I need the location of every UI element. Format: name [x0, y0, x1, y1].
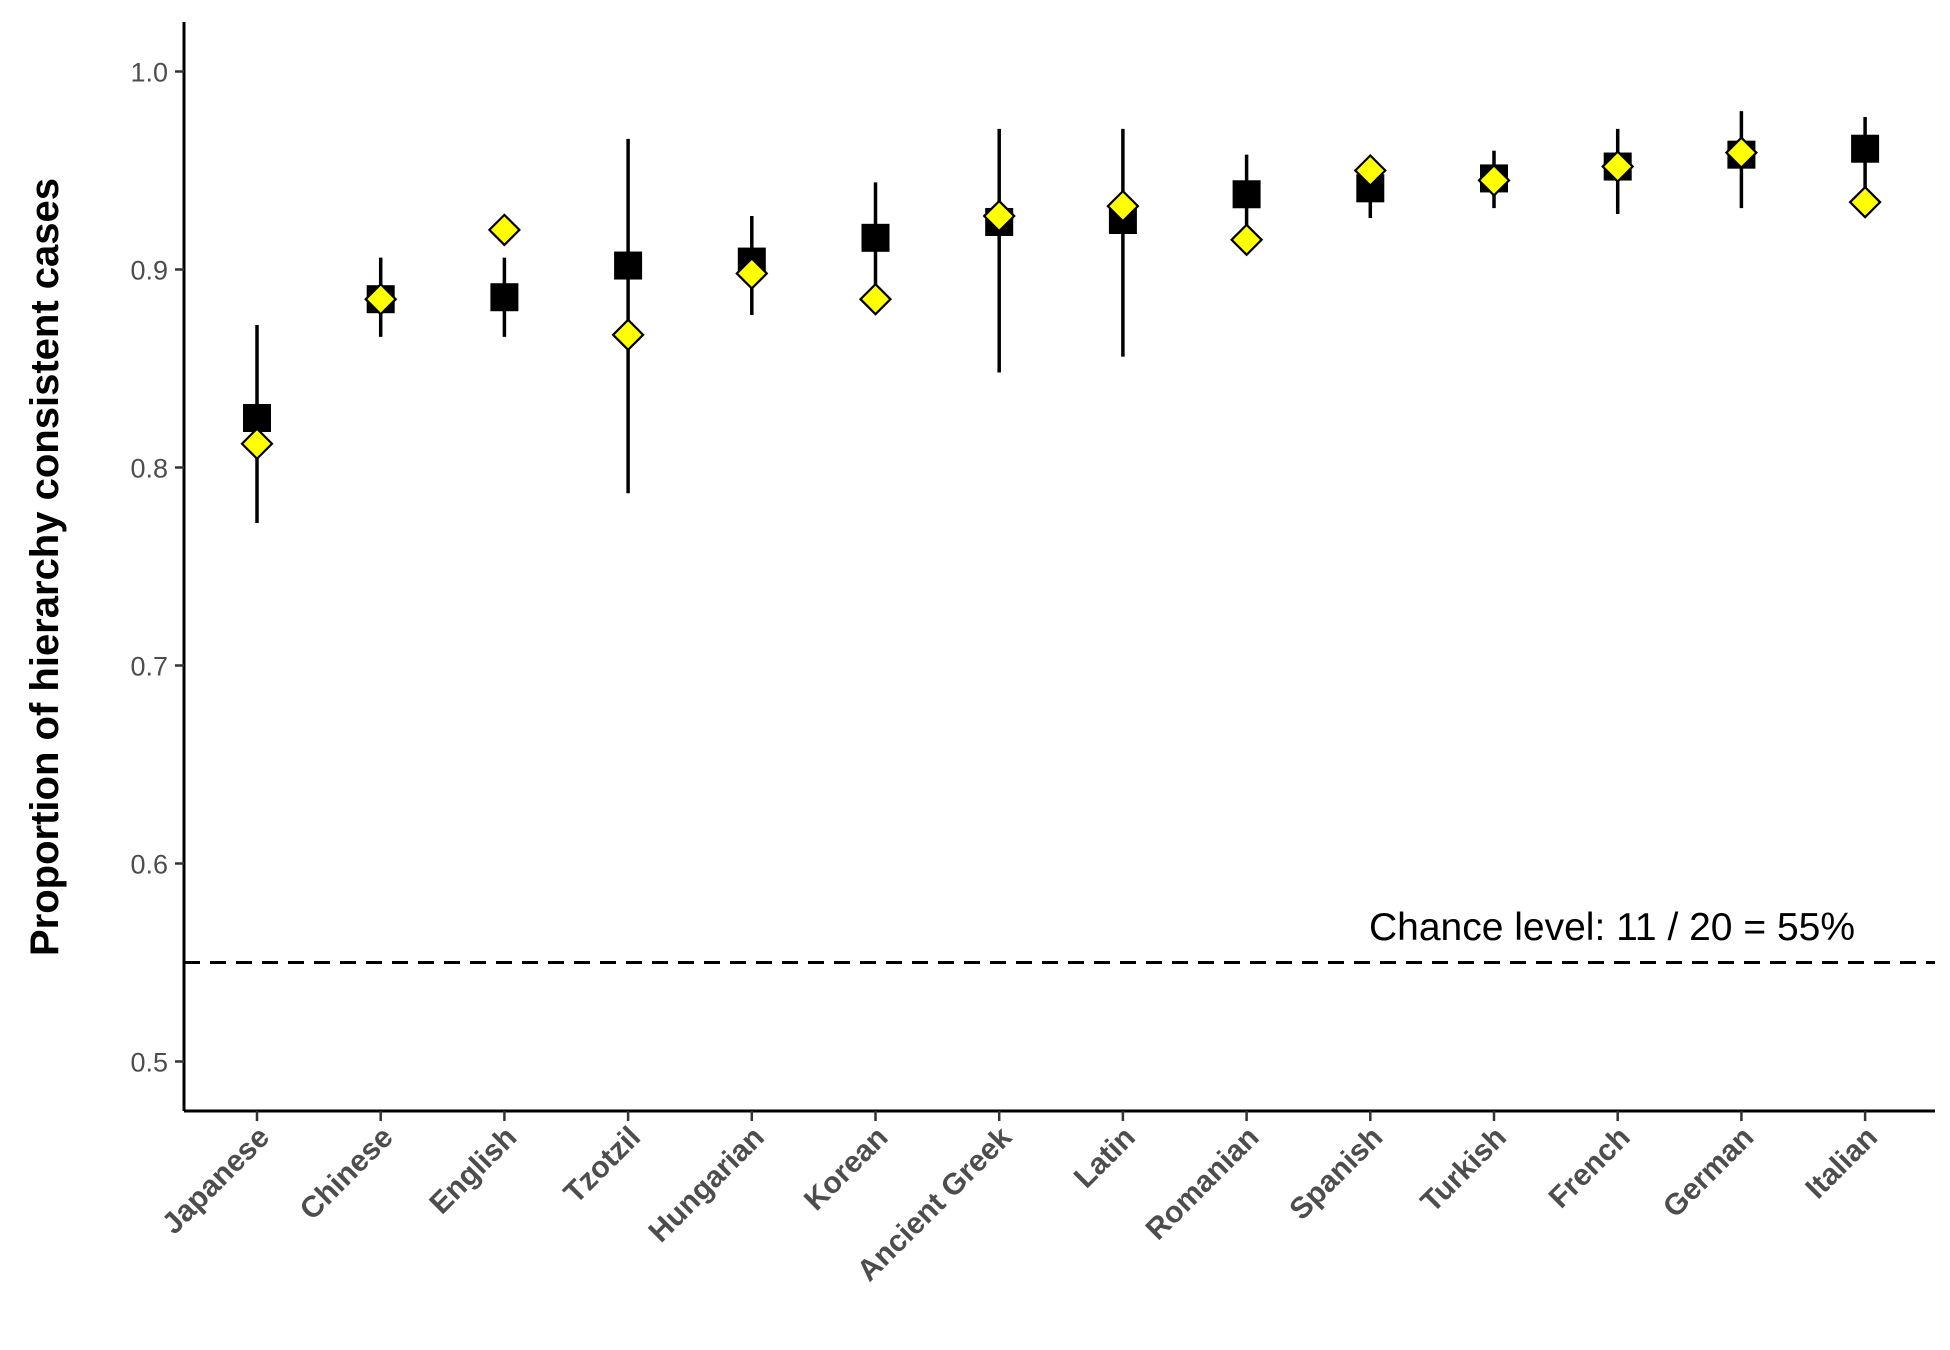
- chance-level-label: Chance level: 11 / 20 = 55%: [1369, 906, 1855, 949]
- y-tick-label: 0.5: [130, 1048, 168, 1078]
- diamond-point: [364, 282, 398, 316]
- diamond-point: [1477, 163, 1511, 197]
- x-tick-label: Chinese: [294, 1121, 400, 1227]
- plot-area: [184, 111, 1935, 964]
- square-point: [490, 283, 519, 312]
- diamond-point: [1848, 185, 1882, 219]
- y-tick-label: 0.7: [130, 652, 168, 682]
- diamond-point: [1724, 136, 1758, 170]
- diamond-point: [1230, 223, 1264, 257]
- diamond-point: [858, 282, 893, 316]
- x-tick-label: Romanian: [1140, 1121, 1266, 1247]
- y-tick-label: 0.8: [130, 454, 168, 484]
- square-point: [861, 223, 890, 252]
- x-tick-label: Korean: [798, 1121, 894, 1217]
- square-point: [614, 251, 643, 280]
- y-tick-label: 1.0: [130, 58, 168, 88]
- y-axis-ticks: 0.5 0.6 0.7 0.8 0.9 1.0: [130, 58, 184, 1078]
- x-tick-label: Latin: [1068, 1121, 1142, 1195]
- x-tick-label: Turkish: [1415, 1121, 1513, 1219]
- square-point: [1851, 134, 1880, 163]
- diamond-point: [982, 199, 1016, 233]
- x-tick-label: Spanish: [1283, 1121, 1389, 1227]
- y-tick-label: 0.9: [130, 256, 168, 286]
- diamond-point: [1106, 189, 1140, 223]
- x-tick-label: English: [423, 1121, 523, 1221]
- diamond-point: [611, 318, 645, 352]
- x-tick-label: Hungarian: [643, 1121, 771, 1249]
- x-tick-label: Japanese: [156, 1121, 276, 1241]
- diamond-point: [240, 427, 274, 461]
- y-axis-title: Proportion of hierarchy consistent cases: [23, 178, 67, 956]
- x-tick-label: German: [1657, 1121, 1761, 1225]
- diamond-point: [487, 213, 521, 247]
- diamond-point: [1353, 153, 1387, 188]
- y-tick-label: 0.6: [130, 850, 168, 880]
- x-tick-label: Italian: [1799, 1121, 1884, 1206]
- square-point: [1232, 180, 1261, 209]
- diamond-point: [735, 256, 769, 291]
- x-tick-label: Tzotzil: [558, 1121, 647, 1210]
- diamond-point: [1601, 149, 1635, 184]
- x-tick-label: French: [1543, 1121, 1637, 1215]
